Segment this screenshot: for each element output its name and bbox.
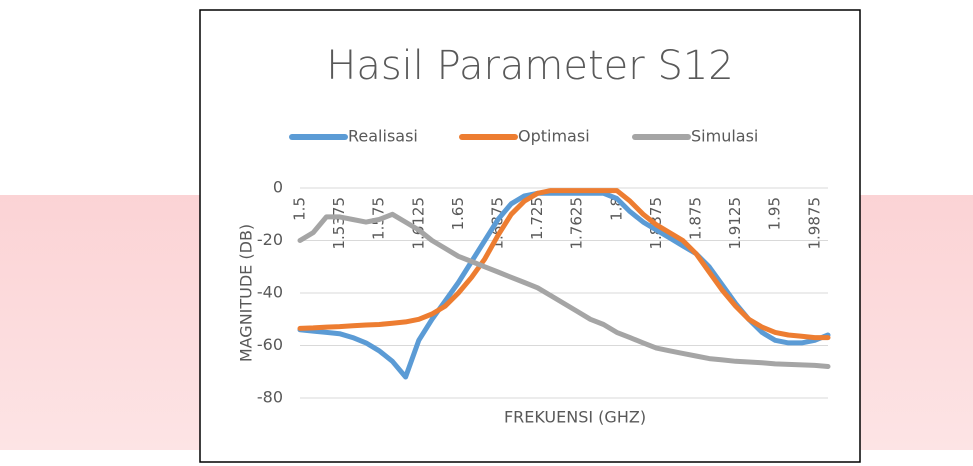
y-axis-title: MAGNITUDE (DB) (237, 224, 256, 362)
x-tick-label: 1.9875 (805, 197, 823, 250)
y-tick-label: -80 (257, 388, 283, 407)
x-axis-title: FREKUENSI (GHZ) (504, 408, 646, 427)
y-tick-label: -20 (257, 230, 283, 249)
x-tick-label: 1.65 (449, 197, 467, 230)
series-line (297, 188, 831, 341)
x-tick-label: 1.5375 (330, 197, 348, 250)
legend-label: Realisasi (348, 127, 418, 146)
x-tick-label: 1.9125 (726, 197, 744, 250)
x-tick-label: 1.875 (687, 197, 705, 240)
x-tick-label: 1.7625 (568, 197, 586, 250)
chart-title: Hasil Parameter S12 (326, 43, 733, 89)
y-tick-label: 0 (273, 178, 283, 197)
legend-label: Simulasi (691, 127, 758, 146)
x-tick-label: 1.5 (291, 197, 309, 221)
legend-label: Optimasi (518, 127, 590, 146)
series-line (297, 211, 831, 369)
y-tick-label: -40 (257, 283, 283, 302)
x-tick-label: 1.725 (528, 197, 546, 240)
x-tick-label: 1.95 (766, 197, 784, 230)
y-tick-label: -60 (257, 335, 283, 354)
